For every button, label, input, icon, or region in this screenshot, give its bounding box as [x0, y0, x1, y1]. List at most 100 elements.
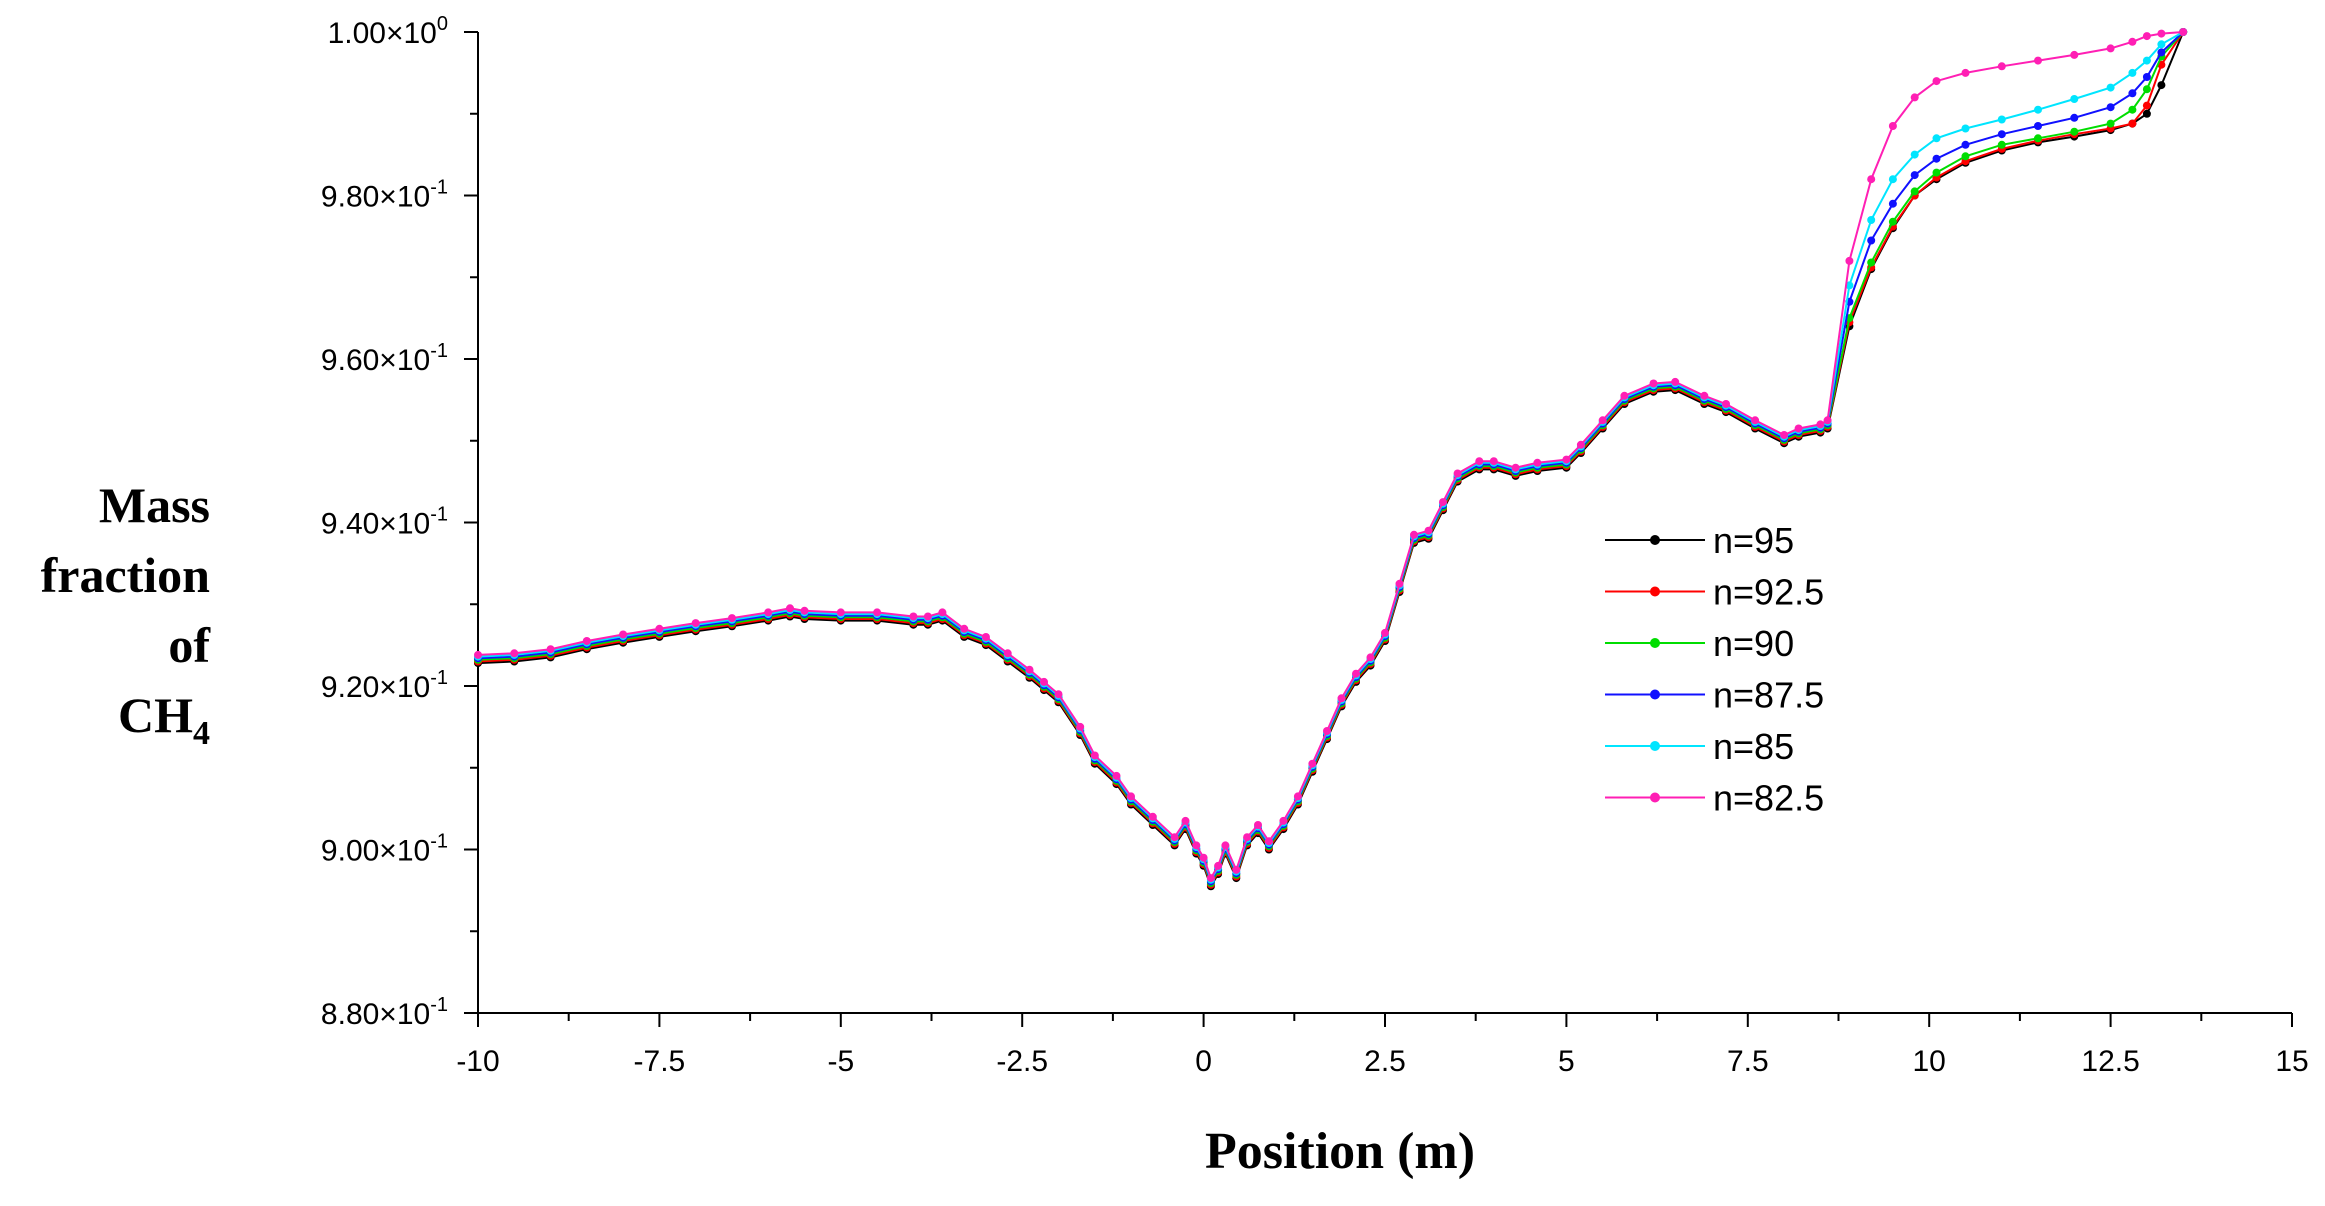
- data-point: [1888, 175, 1897, 184]
- data-point: [1025, 665, 1034, 674]
- data-point: [1395, 579, 1404, 588]
- data-point: [1649, 379, 1658, 388]
- data-point: [1910, 171, 1919, 180]
- legend-swatch-marker: [1650, 535, 1660, 545]
- data-point: [1511, 463, 1520, 472]
- data-point: [1867, 216, 1876, 224]
- legend-item: n=92.5: [1605, 572, 1824, 613]
- data-point: [510, 649, 519, 658]
- legend-item: n=87.5: [1605, 675, 1824, 716]
- data-point: [2142, 109, 2151, 118]
- legend-label: n=95: [1713, 520, 1794, 561]
- data-point: [1199, 853, 1208, 862]
- data-point: [2128, 105, 2137, 114]
- legend: n=95 n=92.5 n=90 n=87.5 n=85 n=82.5: [1605, 520, 1824, 819]
- legend-item: n=85: [1605, 726, 1794, 767]
- data-point: [800, 606, 809, 615]
- data-point: [2070, 50, 2079, 59]
- data-point: [1366, 653, 1375, 662]
- data-point: [1910, 187, 1919, 196]
- data-point: [1823, 416, 1832, 425]
- data-point: [1293, 792, 1302, 801]
- data-point: [546, 645, 555, 654]
- axes: [477, 32, 2292, 1014]
- data-point: [1003, 649, 1012, 658]
- x-tick-label: 10: [1913, 1045, 1946, 1078]
- data-point: [1206, 874, 1215, 883]
- legend-item: n=90: [1605, 623, 1794, 664]
- y-axis-title-line-1: Mass: [99, 477, 210, 533]
- data-point: [1700, 391, 1709, 400]
- data-point: [1867, 175, 1876, 184]
- data-point: [1845, 281, 1854, 290]
- y-tick-label: 9.00×10-1: [321, 831, 448, 868]
- x-tick-label: -5: [827, 1045, 854, 1078]
- data-point: [2128, 89, 2137, 98]
- data-point: [1410, 530, 1418, 539]
- legend-swatch-marker: [1650, 689, 1660, 700]
- data-point: [1424, 526, 1433, 535]
- data-point: [1214, 861, 1223, 870]
- data-point: [2034, 122, 2042, 130]
- data-point: [1888, 122, 1897, 130]
- series-n=92.5: [474, 28, 2188, 889]
- series-line: [477, 31, 2184, 881]
- data-point: [1888, 199, 1897, 208]
- data-point: [923, 612, 932, 621]
- data-point: [1264, 837, 1273, 846]
- data-point: [1961, 124, 1970, 133]
- data-point: [1090, 751, 1099, 760]
- data-point: [1170, 833, 1179, 842]
- data-point: [1867, 258, 1876, 267]
- data-point: [728, 614, 736, 623]
- data-point: [2157, 40, 2166, 49]
- data-point: [1352, 669, 1360, 678]
- data-point: [1997, 62, 2006, 71]
- data-point: [1337, 694, 1346, 703]
- data-point: [1254, 821, 1262, 829]
- data-point: [2179, 28, 2188, 36]
- series-n=90: [474, 28, 2188, 887]
- data-point: [655, 624, 664, 633]
- data-point: [1148, 812, 1157, 821]
- legend-swatch-marker: [1650, 638, 1660, 648]
- x-tick-label: -2.5: [996, 1045, 1048, 1078]
- legend-swatch-marker: [1650, 741, 1660, 751]
- data-point: [2142, 85, 2151, 94]
- data-point: [1751, 416, 1760, 425]
- data-point: [1279, 816, 1288, 825]
- data-point: [1181, 816, 1190, 825]
- data-point: [1620, 391, 1629, 400]
- legend-item: n=95: [1605, 520, 1794, 561]
- data-point: [2157, 29, 2166, 38]
- x-tick-label: -10: [456, 1045, 499, 1078]
- data-point: [1932, 154, 1941, 163]
- y-axis-title: Mass fraction of CH4: [41, 477, 212, 752]
- data-point: [1722, 400, 1730, 408]
- data-point: [1888, 217, 1897, 226]
- data-point: [2142, 32, 2151, 41]
- x-tick-label: 7.5: [1727, 1045, 1769, 1078]
- data-point: [619, 630, 628, 639]
- legend-item: n=82.5: [1605, 778, 1824, 819]
- data-point: [2142, 101, 2151, 110]
- legend-swatch-marker: [1650, 792, 1660, 803]
- x-axis-title: Position (m): [1205, 1123, 1475, 1180]
- data-point: [1932, 77, 1941, 86]
- data-point: [1040, 677, 1048, 686]
- data-point: [2106, 44, 2115, 53]
- data-point: [2070, 95, 2079, 103]
- data-point: [2106, 103, 2115, 112]
- data-point: [938, 608, 947, 617]
- series-line: [477, 31, 2184, 884]
- data-point: [2106, 83, 2115, 92]
- data-point: [1961, 152, 1970, 161]
- data-point: [582, 637, 591, 645]
- data-point: [2070, 127, 2079, 136]
- legend-label: n=82.5: [1713, 778, 1824, 819]
- data-point: [1243, 833, 1252, 842]
- data-point: [1932, 168, 1941, 177]
- y-tick-label: 9.60×10-1: [321, 340, 448, 377]
- data-point: [2106, 119, 2115, 128]
